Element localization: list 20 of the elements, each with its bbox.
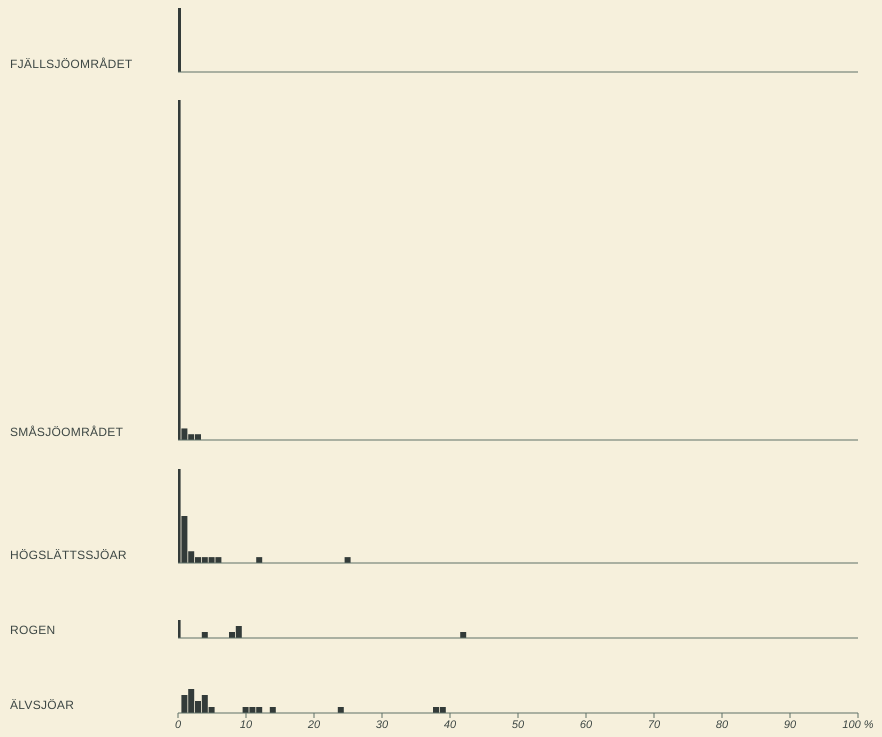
y-axis-title: ROGEN [10,623,56,637]
y-axis-title: SMÅSJÖOMRÅDET [10,425,124,439]
x-tick-label: 100 % [842,718,874,731]
y-axis-title: FJÄLLSJÖOMRÅDET [10,57,133,71]
x-tick-label: 10 [240,718,253,731]
y-axis-title: ÄLVSJÖAR [10,698,74,712]
x-tick-label: 80 [716,718,729,731]
bar [270,707,276,713]
bar [338,707,344,713]
x-tick-label: 60 [580,718,593,731]
x-tick-label: 30 [376,718,389,731]
x-tick-label: 50 [512,718,525,731]
bar [256,557,262,563]
bar [344,557,351,563]
y-axis-title: HÖGSLÄTTSSJÖAR [10,548,127,562]
x-tick-label: 90 [784,718,797,731]
x-tick-label: 70 [648,718,661,731]
x-tick-label: 0 [174,718,182,731]
x-tick-label: 20 [306,718,321,731]
x-tick-label: 40 [444,718,457,731]
